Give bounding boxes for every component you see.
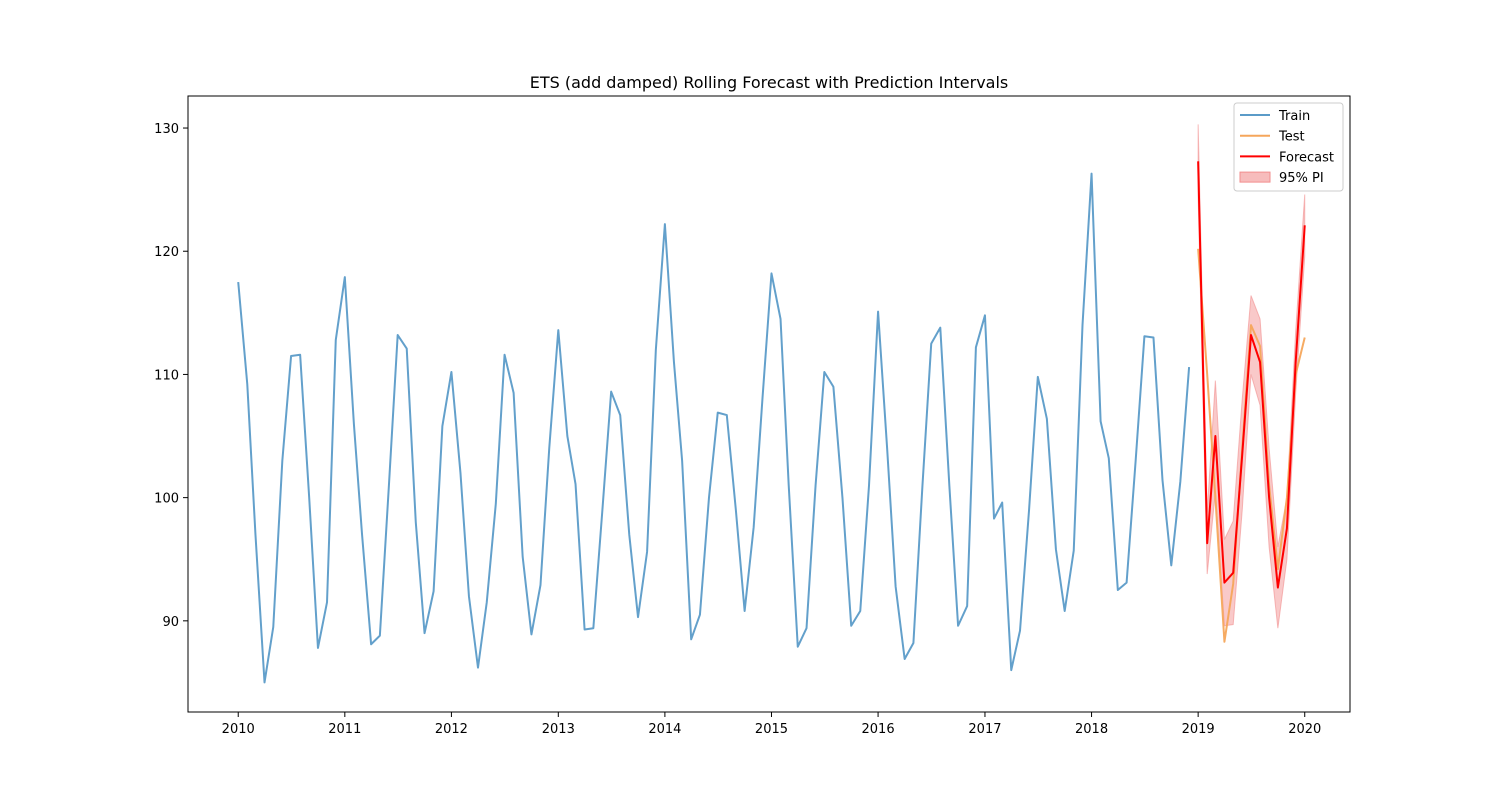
x-tick-label: 2014 xyxy=(648,722,681,737)
series-layer xyxy=(237,161,1306,684)
x-tick-label: 2020 xyxy=(1288,722,1321,737)
chart-title: ETS (add damped) Rolling Forecast with P… xyxy=(530,73,1009,92)
x-tick-label: 2013 xyxy=(542,722,575,737)
series-test-line xyxy=(1197,248,1306,643)
plot-frame xyxy=(187,95,1351,713)
x-tick-label: 2012 xyxy=(435,722,468,737)
legend-label-test: Test xyxy=(1278,130,1305,145)
legend-label-train: Train xyxy=(1278,109,1310,124)
x-tick-label: 2017 xyxy=(968,722,1001,737)
x-tick-label: 2010 xyxy=(222,722,255,737)
y-axis: 90 100 110 120 130 xyxy=(154,122,188,630)
y-tick-label: 110 xyxy=(154,368,179,383)
x-tick-label: 2019 xyxy=(1182,722,1215,737)
legend-label-forecast: Forecast xyxy=(1279,150,1334,165)
x-tick-label: 2016 xyxy=(862,722,895,737)
y-tick-label: 100 xyxy=(154,492,179,507)
x-tick-label: 2015 xyxy=(755,722,788,737)
x-axis: 2010 2011 2012 2013 2014 2015 2016 2017 2018 2019… xyxy=(222,712,1321,737)
series-train-line xyxy=(237,172,1191,684)
legend-swatch-95-pi xyxy=(1239,171,1271,183)
y-tick-label: 130 xyxy=(154,122,179,137)
legend: Train Test Forecast 95% PI xyxy=(1233,102,1344,192)
x-tick-label: 2011 xyxy=(328,722,361,737)
series-forecast-line xyxy=(1197,161,1306,589)
legend-label-95-pi: 95% PI xyxy=(1279,171,1324,186)
y-tick-label: 90 xyxy=(162,615,179,630)
y-tick-label: 120 xyxy=(154,245,179,260)
legend-box xyxy=(1233,102,1344,192)
x-tick-label: 2018 xyxy=(1075,722,1108,737)
